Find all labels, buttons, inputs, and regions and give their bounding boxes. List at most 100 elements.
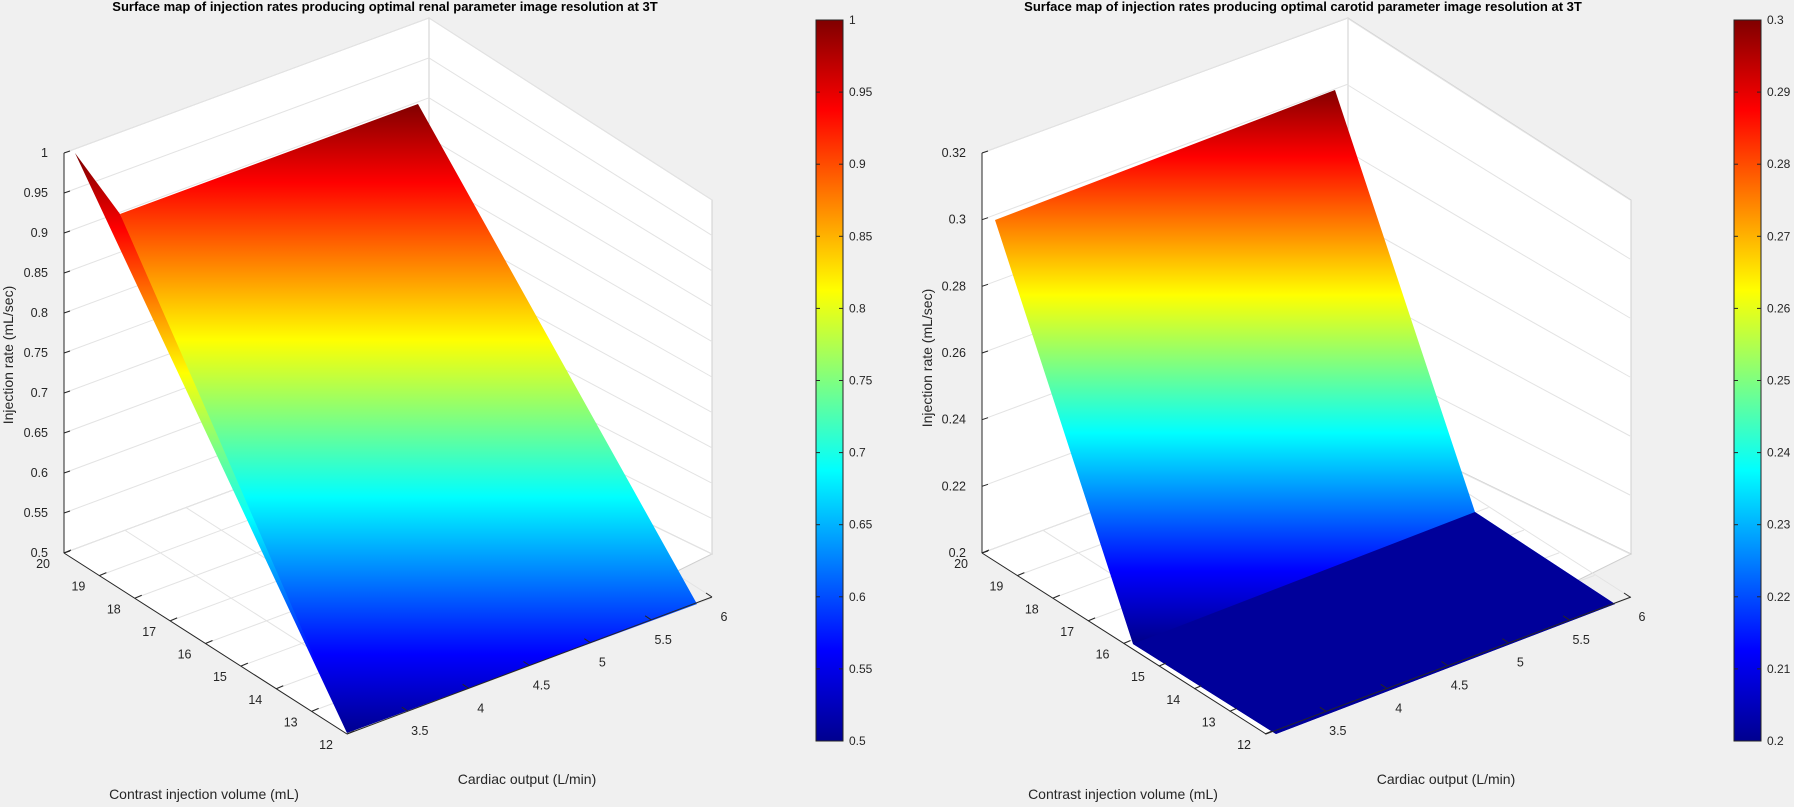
right-x-tick-mark (1562, 615, 1570, 621)
left-z-tick-mark (63, 470, 71, 474)
right-y-tick-label: 18 (1025, 602, 1039, 616)
left-z-tick-label: 0.55 (24, 506, 48, 520)
left-x-tick-label: 4.5 (533, 679, 550, 693)
left-cb-tick-label: 0.9 (849, 157, 866, 171)
right-y-tick-label: 20 (954, 557, 968, 571)
right-y-tick-mark (1229, 707, 1237, 712)
left-x-tick-mark (584, 638, 591, 644)
right-x-tick-label: 4.5 (1451, 679, 1468, 693)
left-x-tick-label: 3.5 (411, 724, 428, 738)
left-z-tick-label: 0.65 (24, 426, 48, 440)
right-y-tick-mark (1194, 685, 1202, 690)
left-x-ticks: 3.5 4 4.5 5 5.5 6 (401, 592, 728, 738)
left-z-tick-label: 0.8 (31, 306, 48, 320)
right-y-tick-mark (1087, 617, 1096, 622)
left-z-tick-mark (63, 430, 71, 434)
left-z-tick-label: 0.5 (31, 546, 48, 560)
right-x-tick-mark (1502, 638, 1509, 644)
left-z-tick-mark (63, 230, 71, 234)
right-z-tick-mark (981, 417, 989, 421)
right-cb-tick-label: 0.21 (1767, 662, 1791, 676)
right-z-tick-label: 0.32 (942, 146, 966, 160)
left-z-tick-label: 1 (41, 146, 48, 160)
right-cb-tick-label: 0.29 (1767, 85, 1791, 99)
right-y-tick-label: 15 (1131, 670, 1145, 684)
right-z-tick-label: 0.2 (949, 546, 966, 560)
right-cb-tick-label: 0.28 (1767, 157, 1791, 171)
right-surface (995, 90, 1615, 734)
right-cb-tick-label: 0.3 (1767, 13, 1784, 27)
right-z-tick-label: 0.22 (942, 479, 966, 493)
left-cb-tick-label: 0.7 (849, 446, 866, 460)
right-x-tick-label: 4 (1395, 701, 1402, 715)
left-y-tick-mark (240, 662, 249, 667)
right-y-tick-mark (1052, 594, 1060, 599)
left-z-tick-mark (63, 270, 71, 274)
right-cb-tick-label: 0.23 (1767, 518, 1791, 532)
left-cb-tick-label: 0.8 (849, 301, 866, 315)
left-y-label: Contrast injection volume (mL) (109, 786, 299, 802)
left-z-ticks: 0.5 0.55 0.6 0.65 0.7 0.75 0.8 0.85 0.9 0.95 1 (24, 146, 71, 560)
right-cb-tick-label: 0.26 (1767, 301, 1791, 315)
right-y-ticks: 12 13 14 15 16 17 18 19 20 (954, 549, 1273, 752)
left-z-tick-label: 0.7 (31, 386, 48, 400)
left-y-ticks: 12 13 14 15 16 17 18 19 20 (36, 549, 355, 752)
left-y-tick-mark (346, 730, 355, 735)
right-y-tick-label: 13 (1202, 715, 1216, 729)
left-surface-face (120, 104, 697, 733)
left-z-tick-mark (63, 190, 71, 194)
left-y-tick-mark (63, 549, 72, 554)
left-z-tick-label: 0.75 (24, 346, 48, 360)
right-x-tick-mark (1441, 661, 1448, 666)
left-z-tick-label: 0.6 (31, 466, 48, 480)
right-z-tick-mark (981, 483, 989, 487)
left-y-tick-label: 13 (284, 715, 298, 729)
left-x-tick-label: 6 (721, 610, 728, 624)
left-y-tick-label: 15 (213, 670, 227, 684)
left-cb-tick-label: 0.55 (849, 662, 873, 676)
right-surface-floor (1133, 512, 1615, 734)
left-x-tick-label: 4 (477, 701, 484, 715)
right-x-ticks: 3.5 4 4.5 5 5.5 6 (1319, 592, 1646, 738)
left-z-tick-label: 0.95 (24, 186, 48, 200)
left-y-tick-mark (134, 594, 142, 599)
right-z-tick-mark (981, 350, 989, 354)
left-cb-tick-label: 0.75 (849, 374, 873, 388)
right-y-tick-mark (1123, 640, 1131, 644)
left-y-tick-mark (276, 685, 284, 690)
left-y-tick-label: 17 (142, 625, 156, 639)
right-x-tick-label: 3.5 (1329, 724, 1346, 738)
right-x-label: Cardiac output (L/min) (1377, 771, 1516, 787)
right-z-tick-label: 0.28 (942, 279, 966, 293)
right-y-tick-label: 17 (1060, 625, 1074, 639)
right-y-label: Contrast injection volume (mL) (1028, 786, 1218, 802)
right-z-tick-mark (981, 217, 989, 221)
left-x-tick-mark (462, 683, 469, 689)
right-y-tick-mark (1158, 662, 1167, 667)
left-z-tick-label: 0.9 (31, 226, 48, 240)
left-y-tick-label: 20 (36, 557, 50, 571)
right-colorbar (1733, 19, 1762, 742)
left-colorbar (815, 19, 844, 742)
left-x-tick-label: 5.5 (654, 633, 671, 647)
right-y-tick-label: 16 (1096, 648, 1110, 662)
left-x-tick-mark (705, 592, 713, 598)
right-z-tick-mark (981, 283, 989, 287)
right-x-tick-mark (1623, 592, 1631, 598)
left-y-tick-label: 14 (248, 693, 262, 707)
right-y-tick-mark (981, 549, 990, 554)
left-y-tick-label: 18 (107, 602, 121, 616)
left-z-tick-mark (63, 150, 71, 154)
right-z-label: Injection rate (mL/sec) (919, 289, 935, 428)
left-x-tick-label: 5 (599, 656, 606, 670)
right-cb-tick-label: 0.22 (1767, 590, 1791, 604)
left-surface-fold (75, 153, 347, 733)
left-y-tick-label: 19 (71, 580, 85, 594)
right-y-tick-label: 14 (1166, 693, 1180, 707)
left-y-tick-mark (311, 707, 319, 712)
right-plot: Surface map of injection rates producing… (919, 0, 1791, 802)
right-x-tick-label: 5 (1517, 656, 1524, 670)
right-x-tick-mark (1380, 683, 1387, 689)
right-x-tick-label: 6 (1639, 610, 1646, 624)
